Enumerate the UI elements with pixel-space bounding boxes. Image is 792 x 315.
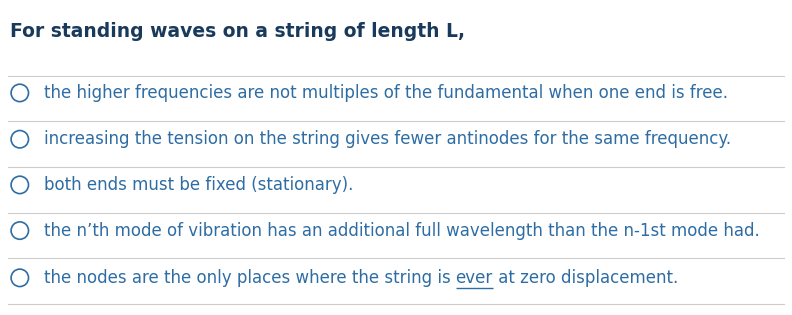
Text: the nodes are the only places where the string is: the nodes are the only places where the … [44, 269, 455, 287]
Text: increasing the tension on the string gives fewer antinodes for the same frequenc: increasing the tension on the string giv… [44, 130, 731, 148]
Text: ever: ever [455, 269, 493, 287]
Text: the higher frequencies are not multiples of the fundamental when one end is free: the higher frequencies are not multiples… [44, 84, 728, 102]
Text: both ends must be fixed (stationary).: both ends must be fixed (stationary). [44, 176, 353, 194]
Text: For standing waves on a string of length L,: For standing waves on a string of length… [10, 22, 464, 41]
Text: at zero displacement.: at zero displacement. [493, 269, 678, 287]
Text: the n’th mode of vibration has an additional full wavelength than the n-1st mode: the n’th mode of vibration has an additi… [44, 221, 760, 240]
